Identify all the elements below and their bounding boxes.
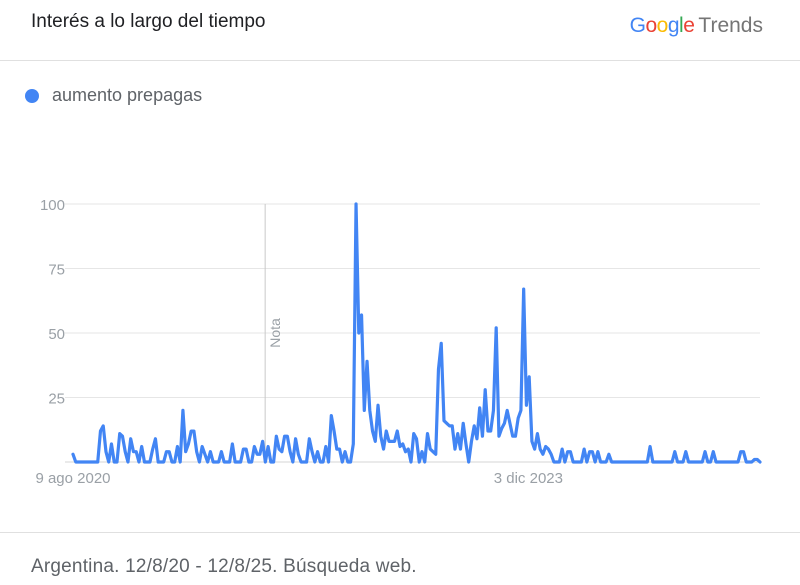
y-tick-label: 75 (48, 262, 65, 279)
google-letter: o (656, 14, 669, 37)
series-line-aumento-prepagas (71, 202, 762, 464)
legend-dot-icon (25, 88, 39, 103)
legend-label: aumento prepagas (52, 85, 203, 105)
footer-caption: Argentina. 12/8/20 - 12/8/25. Búsqueda w… (31, 556, 417, 577)
footer-divider (0, 532, 800, 533)
header: Interés a lo largo del tiempo Google Tren… (0, 0, 800, 61)
y-tick-label: 100 (40, 197, 65, 214)
google-letter: o (645, 14, 657, 37)
google-wordmark: Google (630, 14, 695, 37)
y-tick-label: 50 (48, 326, 65, 343)
annotation-label: Nota (267, 318, 283, 348)
google-letter: l (679, 14, 684, 37)
google-letter: g (667, 14, 680, 37)
x-tick-label: 3 dic 2023 (494, 470, 563, 487)
trends-wordmark: Trends (698, 14, 763, 37)
x-tick-label: 9 ago 2020 (35, 470, 110, 487)
google-letter: G (629, 14, 646, 37)
google-letter: e (683, 14, 695, 37)
legend[interactable]: aumento prepagas (25, 85, 202, 106)
chart-title: Interés a lo largo del tiempo (31, 11, 266, 32)
google-trends-logo[interactable]: Google Trends (630, 14, 763, 38)
y-tick-label: 25 (48, 391, 65, 408)
